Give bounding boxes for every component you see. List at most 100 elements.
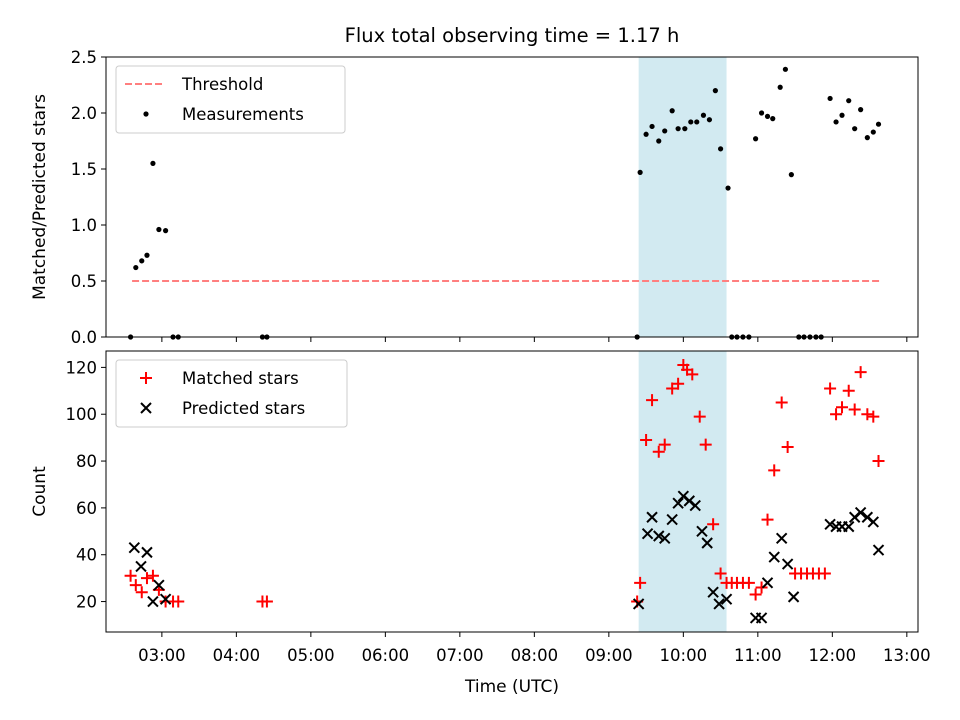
measurement-point (753, 136, 759, 142)
predicted-star-point (755, 612, 768, 624)
y-tick-label: 2.5 (71, 48, 97, 67)
x-tick-label: 11:00 (734, 646, 782, 665)
matched-star-point (135, 586, 148, 599)
legend: Threshold Measurements (115, 65, 346, 134)
measurement-point (852, 126, 858, 132)
measurement-point (827, 95, 833, 102)
measurement-point (700, 112, 707, 118)
x-tick-label: 07:00 (436, 646, 484, 665)
y-tick-label: 40 (76, 546, 97, 565)
y-tick-label: 1.5 (71, 160, 97, 179)
legend-label: Measurements (182, 105, 304, 124)
matched-star-point (775, 396, 788, 409)
matched-star-point (707, 518, 720, 531)
chart-title: Flux total observing time = 1.17 h (345, 24, 680, 47)
measurement-point (682, 126, 688, 132)
measurement-point (846, 98, 852, 104)
predicted-star-point (653, 530, 665, 542)
matched-star-point (867, 410, 880, 423)
predicted-star-point (713, 598, 725, 610)
predicted-star-point (720, 593, 733, 605)
measurement-point (656, 138, 662, 144)
y-axis-label: Count (30, 466, 50, 517)
matched-star-point (861, 408, 874, 421)
measurement-point (662, 128, 668, 134)
matched-star-point (658, 438, 671, 451)
y-tick-label: 80 (76, 452, 97, 471)
series-measurements (127, 66, 882, 340)
measurement-point (782, 66, 788, 72)
x-tick-label: 03:00 (138, 646, 186, 665)
x-tick-label: 13:00 (883, 646, 931, 665)
predicted-star-point (768, 551, 780, 563)
matched-star-point (699, 438, 712, 451)
predicted-star-point (632, 598, 645, 610)
predicted-star-point (824, 518, 836, 530)
matched-star-point (146, 569, 159, 582)
legend-matched-marker (140, 372, 152, 384)
matched-star-point (672, 377, 685, 390)
measurement-point (643, 131, 649, 137)
measurement-point (162, 228, 169, 234)
predicted-star-point (701, 537, 713, 549)
measurement-point (688, 119, 694, 125)
measurement-point (839, 112, 845, 118)
legend-label: Predicted stars (182, 399, 305, 418)
matched-star-point (742, 576, 755, 589)
measurement-point (758, 110, 765, 116)
matched-star-point (854, 366, 867, 379)
matched-star-point (824, 382, 837, 395)
predicted-star-point (872, 544, 885, 556)
panel-2: 20 40 60 80 100 120 03:00 04:00 05:00 06:00 07:00 0… (30, 350, 931, 697)
measurement-point (144, 252, 150, 258)
measurement-point (870, 129, 876, 135)
predicted-star-point (843, 520, 855, 533)
matched-star-point (781, 441, 794, 454)
legend-predicted-marker (140, 402, 152, 414)
measurement-point (875, 121, 882, 127)
predicted-star-point (641, 527, 654, 540)
matched-star-point (761, 513, 774, 526)
predicted-star-point (135, 560, 147, 573)
predicted-star-point (666, 513, 678, 526)
matched-star-point (634, 576, 647, 589)
predicted-star-point (707, 586, 719, 598)
y-tick-label: 120 (66, 358, 98, 377)
series-matched-stars (124, 359, 885, 608)
y-tick-label: 2.0 (71, 104, 97, 123)
matched-star-point (749, 588, 762, 601)
measurement-point (712, 88, 718, 94)
predicted-star-point (128, 541, 141, 554)
predicted-star-point (867, 516, 880, 528)
legend: Matched stars Predicted stars (115, 359, 348, 428)
x-tick-label: 05:00 (287, 646, 335, 665)
predicted-star-point (854, 506, 867, 519)
matched-star-point (693, 410, 706, 423)
predicted-star-point (689, 499, 701, 512)
matched-star-point (836, 401, 849, 414)
predicted-star-point (646, 511, 658, 523)
highlight-span (638, 351, 727, 632)
y-tick-label: 0.5 (71, 272, 97, 291)
measurement-point (150, 160, 156, 166)
measurement-point (649, 123, 655, 130)
x-tick-label: 12:00 (809, 646, 857, 665)
x-axis-label: Time (UTC) (464, 677, 559, 697)
predicted-star-point (696, 525, 708, 538)
measurement-point (833, 119, 839, 125)
predicted-star-point (141, 546, 153, 559)
matched-star-point (640, 433, 653, 446)
legend-box (115, 359, 348, 428)
matched-star-point (652, 445, 665, 458)
predicted-star-point (775, 532, 788, 545)
matched-star-point (842, 384, 855, 397)
y-tick-label: 60 (76, 499, 97, 518)
x-tick-label: 06:00 (362, 646, 410, 665)
matched-star-point (714, 567, 727, 580)
legend-label: Threshold (181, 75, 263, 94)
y-tick-label: 20 (76, 593, 97, 612)
matched-star-point (646, 394, 659, 407)
measurement-point (637, 169, 643, 175)
matched-star-point (830, 408, 843, 421)
measurement-point (725, 185, 731, 191)
